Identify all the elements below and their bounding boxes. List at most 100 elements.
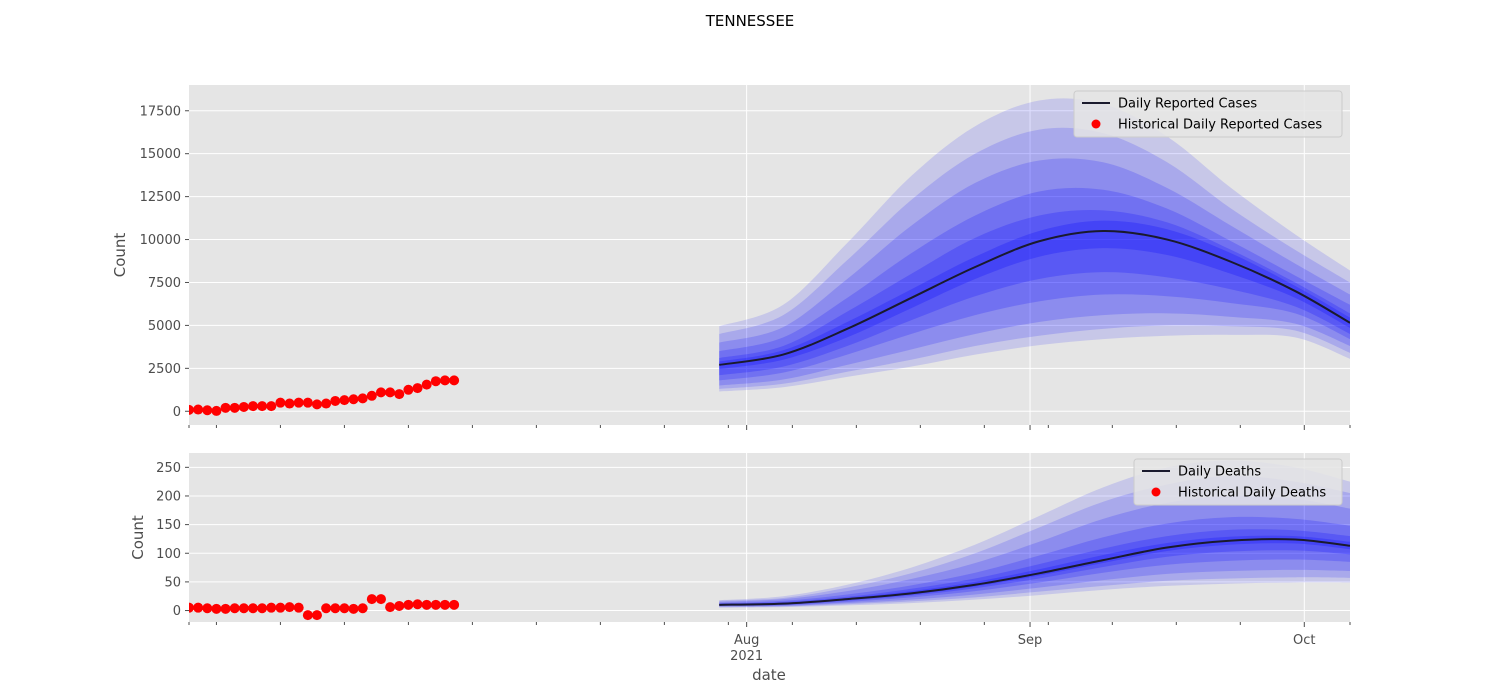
historical-point bbox=[449, 599, 460, 610]
historical-point bbox=[385, 387, 396, 398]
y-tick-label: 5000 bbox=[148, 319, 181, 334]
median-forecast-line bbox=[719, 538, 1350, 606]
historical-point bbox=[375, 594, 386, 605]
historical-point bbox=[311, 610, 322, 621]
legend-box bbox=[1133, 458, 1343, 506]
legend-marker-swatch bbox=[1091, 119, 1101, 129]
historical-point bbox=[211, 405, 222, 416]
quantile-band bbox=[719, 187, 1350, 381]
quantile-band bbox=[719, 210, 1350, 376]
historical-point bbox=[449, 375, 460, 386]
historical-point bbox=[247, 603, 258, 614]
historical-point bbox=[330, 395, 341, 406]
y-tick-label: 10000 bbox=[140, 233, 181, 248]
historical-point bbox=[189, 404, 194, 415]
historical-point bbox=[430, 376, 441, 387]
x-axis-label: date bbox=[752, 666, 786, 684]
historical-point bbox=[189, 602, 194, 613]
historical-point bbox=[311, 399, 322, 410]
historical-point bbox=[394, 389, 405, 400]
quantile-band bbox=[719, 158, 1350, 386]
legend-label: Daily Reported Cases bbox=[1118, 97, 1257, 112]
y-tick-label: 17500 bbox=[140, 104, 181, 119]
historical-point bbox=[266, 602, 277, 613]
quantile-band bbox=[719, 98, 1350, 392]
quantile-band bbox=[719, 475, 1350, 608]
deaths-panel: 0 50 100 150 200 250 Count Daily Deaths Historic… bbox=[129, 453, 1351, 627]
legend-box bbox=[1073, 90, 1343, 138]
historical-point bbox=[348, 603, 359, 614]
historical-point bbox=[366, 390, 377, 401]
legend-label: Historical Daily Reported Cases bbox=[1118, 118, 1322, 133]
historical-point bbox=[247, 401, 258, 412]
y-tick-label: 0 bbox=[173, 405, 181, 420]
historical-point bbox=[339, 395, 350, 406]
y-tick-label: 2500 bbox=[148, 362, 181, 377]
historical-point bbox=[439, 375, 450, 386]
figure-title: TENNESSEE bbox=[705, 12, 795, 30]
quantile-band bbox=[719, 535, 1350, 606]
x-tick-label: Sep bbox=[1018, 633, 1043, 648]
historical-point bbox=[266, 401, 277, 412]
historical-point bbox=[193, 602, 204, 613]
quantile-band bbox=[719, 516, 1350, 606]
historical-point bbox=[211, 603, 222, 614]
x-tick-sublabel: 2021 bbox=[730, 649, 763, 664]
y-axis-label: Count bbox=[111, 233, 129, 278]
historical-point bbox=[284, 602, 295, 613]
historical-point bbox=[321, 398, 332, 409]
historical-point bbox=[238, 401, 249, 412]
median-forecast-line bbox=[719, 229, 1350, 366]
historical-point bbox=[202, 405, 213, 416]
x-tick-label: Aug bbox=[734, 633, 759, 648]
quantile-band bbox=[719, 220, 1350, 370]
historical-point bbox=[229, 402, 240, 413]
historical-point bbox=[412, 599, 423, 610]
y-tick-label: 50 bbox=[164, 575, 181, 590]
historical-point bbox=[293, 397, 304, 408]
y-tick-label: 200 bbox=[156, 489, 181, 504]
historical-point bbox=[193, 404, 204, 415]
historical-point bbox=[430, 599, 441, 610]
historical-point bbox=[348, 394, 359, 405]
historical-point bbox=[412, 383, 423, 394]
historical-point bbox=[330, 603, 341, 614]
historical-point bbox=[238, 603, 249, 614]
historical-point bbox=[394, 600, 405, 611]
historical-point bbox=[357, 393, 368, 404]
historical-point bbox=[339, 603, 350, 614]
historical-point bbox=[321, 603, 332, 614]
historical-point bbox=[220, 603, 231, 614]
historical-point bbox=[403, 384, 414, 395]
historical-point bbox=[366, 594, 377, 605]
cases-panel: 0 2500 5000 7500 10000 12500 15000 17500 Count Da… bbox=[111, 85, 1351, 430]
quantile-band bbox=[719, 529, 1350, 606]
y-axis-label: Count bbox=[129, 515, 147, 560]
historical-point bbox=[202, 603, 213, 614]
historical-point bbox=[403, 599, 414, 610]
y-tick-label: 15000 bbox=[140, 147, 181, 162]
historical-point bbox=[302, 397, 313, 408]
y-tick-label: 250 bbox=[156, 461, 181, 476]
historical-point bbox=[385, 602, 396, 613]
y-tick-label: 100 bbox=[156, 547, 181, 562]
historical-point bbox=[439, 599, 450, 610]
historical-point bbox=[421, 599, 432, 610]
x-tick-label: Oct bbox=[1293, 633, 1315, 648]
historical-point bbox=[257, 603, 268, 614]
y-tick-label: 7500 bbox=[148, 276, 181, 291]
legend-label: Daily Deaths bbox=[1178, 465, 1261, 480]
y-tick-label: 0 bbox=[173, 604, 181, 619]
historical-point bbox=[229, 603, 240, 614]
historical-point bbox=[421, 379, 432, 390]
legend-label: Historical Daily Deaths bbox=[1178, 486, 1326, 501]
quantile-band bbox=[719, 127, 1350, 389]
historical-point bbox=[220, 402, 231, 413]
historical-point bbox=[284, 398, 295, 409]
legend-marker-swatch bbox=[1151, 487, 1161, 497]
historical-point bbox=[302, 610, 313, 621]
historical-point bbox=[375, 387, 386, 398]
legend: Daily Reported Cases Historical Daily Rep… bbox=[1073, 90, 1343, 138]
